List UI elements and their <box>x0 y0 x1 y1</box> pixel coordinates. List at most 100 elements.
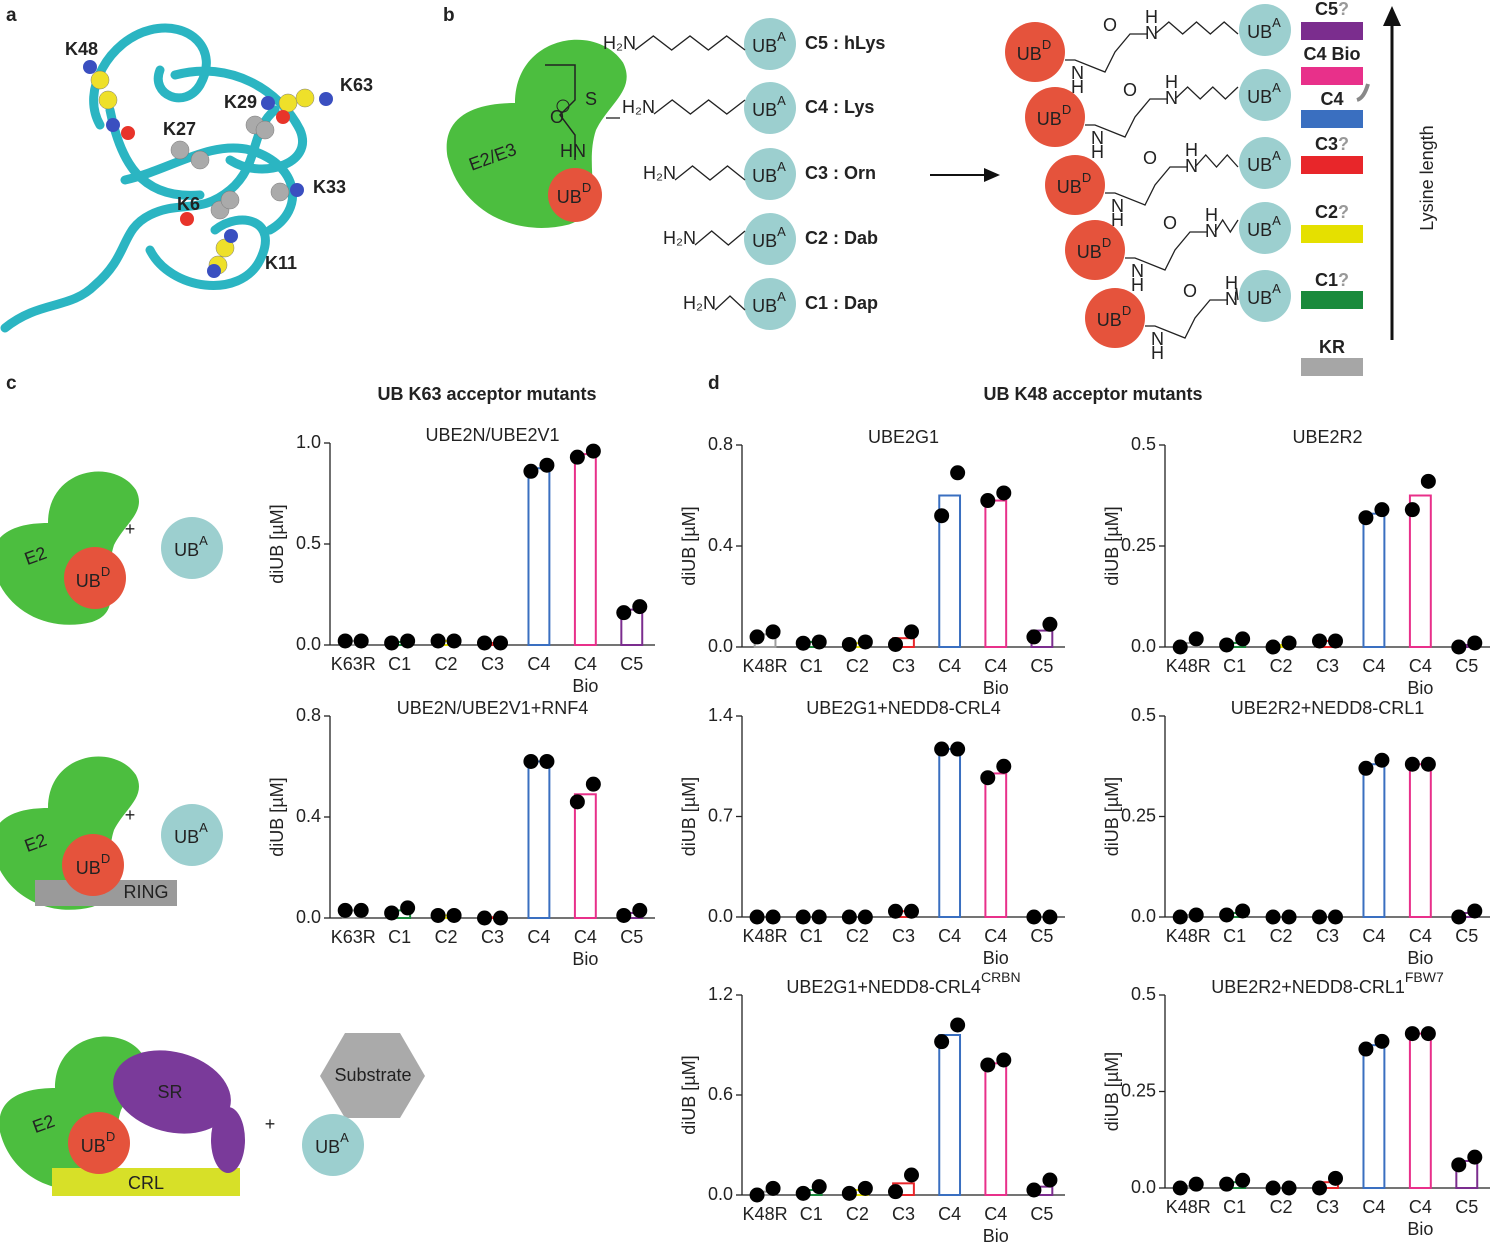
atom <box>207 264 221 278</box>
atom <box>190 150 210 170</box>
bond <box>1085 98 1167 138</box>
data-point <box>1235 1172 1251 1188</box>
text: UBE2N/UBE2V1 <box>425 425 559 445</box>
x-tick-label: C3 <box>892 926 915 946</box>
bar <box>1408 494 1432 648</box>
chart-title: UBE2R2 <box>1292 427 1362 447</box>
data-point <box>1451 909 1467 925</box>
y-tick-label: 0.8 <box>708 434 733 454</box>
ub-label: UBA <box>1247 281 1281 307</box>
data-point <box>888 636 903 652</box>
atom <box>180 212 194 226</box>
x-tick-label: C5 <box>620 927 643 947</box>
data-point <box>539 753 555 769</box>
crl <box>52 1168 240 1196</box>
x-tick-label: C5 <box>1455 926 1478 946</box>
data-point <box>950 741 966 757</box>
data-point <box>1188 907 1204 923</box>
superscript: D <box>1102 235 1111 250</box>
atom-label: O <box>550 107 564 127</box>
data-point <box>616 605 632 621</box>
atom <box>98 90 118 110</box>
chart-title: UBE2N/UBE2V1+RNF4 <box>397 698 589 718</box>
data-point <box>749 629 765 645</box>
y-tick-label: 0.6 <box>708 1084 733 1104</box>
data-point <box>1374 502 1390 518</box>
chart-title: UBE2G1+NEDD8-CRL4CRBN <box>786 969 1020 997</box>
atom-label: H₂N <box>663 228 696 248</box>
atom-label: N <box>1185 156 1198 176</box>
text: UB <box>76 858 101 878</box>
x-tick-label: C1 <box>1223 926 1246 946</box>
atom-label: H <box>1091 142 1104 162</box>
legend-swatch <box>1301 67 1363 85</box>
atom <box>220 190 240 210</box>
panel-label: b <box>443 5 455 26</box>
y-tick-label: 0.0 <box>296 634 321 654</box>
y-tick-label: 0.0 <box>1131 906 1156 926</box>
atom <box>290 183 304 197</box>
data-point <box>632 902 648 918</box>
ub-donor <box>64 547 126 609</box>
y-tick-label: 0.5 <box>1131 434 1156 454</box>
x-tick-label: C4 <box>938 656 961 676</box>
substrate <box>320 1033 425 1118</box>
atom-label: H <box>1225 273 1238 293</box>
data-point <box>1312 633 1327 649</box>
y-tick-label: 0.4 <box>296 806 321 826</box>
y-tick-label: 1.0 <box>296 432 321 452</box>
y-tick-label: 0.25 <box>1121 535 1156 555</box>
x-tick-label: C2 <box>435 927 458 947</box>
x-tick-label: K48R <box>1166 926 1211 946</box>
bar <box>527 760 551 920</box>
ring-label: RING <box>124 882 169 902</box>
bar <box>573 793 597 920</box>
atom <box>224 229 238 243</box>
text: UB <box>1057 177 1082 197</box>
data-point <box>904 1167 919 1183</box>
data-point <box>1358 760 1374 776</box>
panel-title: UB K48 acceptor mutants <box>983 384 1202 404</box>
ub-donor <box>548 168 602 222</box>
data-point <box>337 633 353 649</box>
data-point <box>1467 1149 1483 1165</box>
x-tick-label: C5 <box>1030 926 1053 946</box>
data-point <box>1312 909 1327 925</box>
arrow-head <box>984 168 1000 182</box>
data-point <box>585 443 601 459</box>
atom-label: N <box>1111 196 1124 216</box>
y-tick-label: 0.5 <box>296 533 321 553</box>
superscript: A <box>199 820 208 835</box>
y-tick-label: 0.7 <box>708 805 733 825</box>
x-tick-label: K63R <box>331 927 376 947</box>
text: UBE2R2+NEDD8-CRL1 <box>1211 977 1405 997</box>
text: C1 <box>1315 270 1338 290</box>
x-tick-label: C1 <box>388 927 411 947</box>
data-point <box>888 903 903 919</box>
atom-label: O <box>1123 80 1137 100</box>
ribbon <box>145 215 270 290</box>
y-tick-label: 0.0 <box>296 907 321 927</box>
text: UB <box>174 540 199 560</box>
substrate-label: Substrate <box>334 1065 411 1085</box>
data-point <box>1188 631 1204 647</box>
data-point <box>841 1185 857 1201</box>
atom-label: H <box>1071 77 1084 97</box>
residue-label: K63 <box>340 75 373 95</box>
data-point <box>996 758 1012 774</box>
data-point <box>1219 907 1235 923</box>
x-tick-label: C4 <box>527 927 550 947</box>
ub-label: UBD <box>81 1129 115 1155</box>
data-point <box>523 463 539 479</box>
text: UB <box>315 1137 340 1157</box>
x-tick-label: C3 <box>481 927 504 947</box>
atom-label: S <box>585 89 597 109</box>
atom <box>319 92 333 106</box>
data-point <box>616 907 632 923</box>
text: UBE2G1+NEDD8-CRL4 <box>806 698 1001 718</box>
x-tick-label: C1 <box>800 926 823 946</box>
ribbon <box>170 66 307 174</box>
text: UB <box>76 571 101 591</box>
chart-title: UBE2R2+NEDD8-CRL1 <box>1231 698 1425 718</box>
data-point <box>1172 1180 1188 1196</box>
